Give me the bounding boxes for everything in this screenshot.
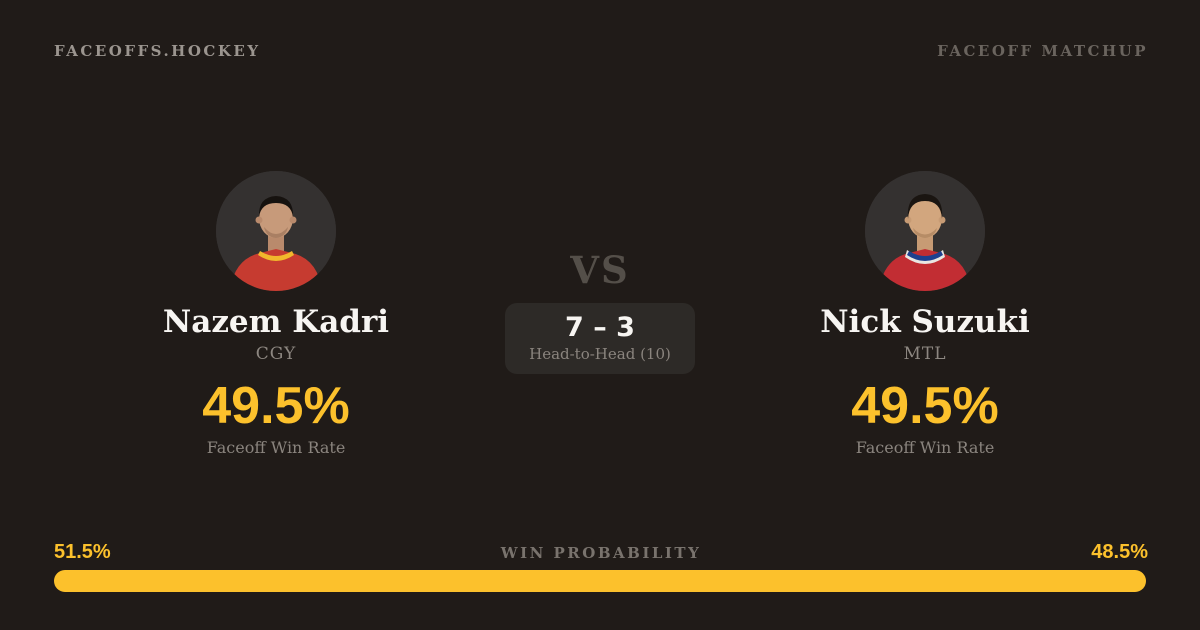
win-rate-left: 49.5%: [202, 377, 350, 435]
win-probability-bar: [54, 570, 1146, 592]
win-rate-label-right: Faceoff Win Rate: [855, 438, 995, 457]
matchup-center: VS 7 – 3 Head-to-Head (10): [450, 250, 750, 374]
player-name-left: Nazem Kadri: [162, 304, 390, 340]
win-probability-title: WIN PROBABILITY: [500, 544, 702, 562]
vs-label: VS: [570, 248, 630, 292]
win-probability-left-pct: 51.5%: [54, 541, 111, 563]
head-to-head-box: 7 – 3 Head-to-Head (10): [505, 303, 695, 374]
win-bar-right-segment: [616, 570, 1146, 592]
win-bar-left-segment: [54, 570, 617, 592]
player-team-left: CGY: [255, 344, 297, 364]
player-card-left: Nazem Kadri CGY 49.5% Faceoff Win Rate: [126, 171, 426, 458]
player-photo-left-illustration: [216, 171, 336, 291]
player-team-right: MTL: [903, 344, 947, 364]
brand-title: FACEOFFS.HOCKEY: [54, 42, 261, 60]
player-photo-right-illustration: [865, 171, 985, 291]
player-avatar-left: [216, 171, 336, 291]
head-to-head-label: Head-to-Head (10): [529, 345, 671, 363]
win-rate-right: 49.5%: [851, 377, 999, 435]
page-label: FACEOFF MATCHUP: [937, 42, 1148, 60]
player-avatar-right: [865, 171, 985, 291]
header: FACEOFFS.HOCKEY FACEOFF MATCHUP: [54, 42, 1148, 60]
player-card-right: Nick Suzuki MTL 49.5% Faceoff Win Rate: [775, 171, 1075, 458]
win-probability-right-pct: 48.5%: [1091, 541, 1148, 563]
win-probability-labels: 51.5% WIN PROBABILITY 48.5%: [54, 541, 1148, 564]
player-name-right: Nick Suzuki: [820, 304, 1030, 340]
head-to-head-score: 7 – 3: [565, 312, 635, 343]
win-rate-label-left: Faceoff Win Rate: [206, 438, 346, 457]
